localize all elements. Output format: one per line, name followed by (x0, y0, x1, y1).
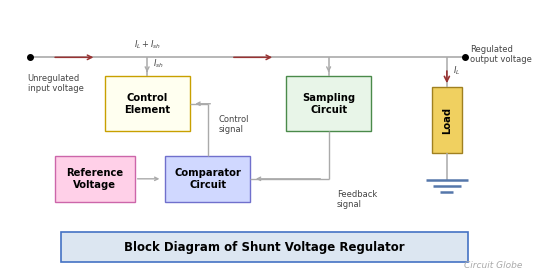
Text: Sampling
Circuit: Sampling Circuit (302, 93, 355, 115)
FancyBboxPatch shape (165, 156, 250, 202)
Text: $I_L + I_{sh}$: $I_L + I_{sh}$ (134, 38, 161, 51)
FancyBboxPatch shape (432, 87, 462, 153)
FancyBboxPatch shape (60, 232, 468, 262)
Text: Regulated
output voltage: Regulated output voltage (470, 45, 532, 64)
Text: Load: Load (442, 106, 452, 134)
Text: $I_L$: $I_L$ (453, 65, 461, 77)
Text: Control
signal: Control signal (219, 115, 249, 134)
Text: Unregulated
input voltage: Unregulated input voltage (28, 74, 84, 93)
Text: Control
Element: Control Element (124, 93, 170, 115)
Text: Reference
Voltage: Reference Voltage (67, 168, 123, 190)
FancyBboxPatch shape (104, 76, 190, 131)
Text: Comparator
Circuit: Comparator Circuit (174, 168, 241, 190)
FancyBboxPatch shape (55, 156, 135, 202)
Text: Feedback
signal: Feedback signal (337, 190, 377, 209)
Text: Circuit Globe: Circuit Globe (464, 261, 522, 270)
FancyBboxPatch shape (286, 76, 371, 131)
Text: $I_{sh}$: $I_{sh}$ (153, 58, 163, 70)
Text: Block Diagram of Shunt Voltage Regulator: Block Diagram of Shunt Voltage Regulator (124, 241, 404, 254)
